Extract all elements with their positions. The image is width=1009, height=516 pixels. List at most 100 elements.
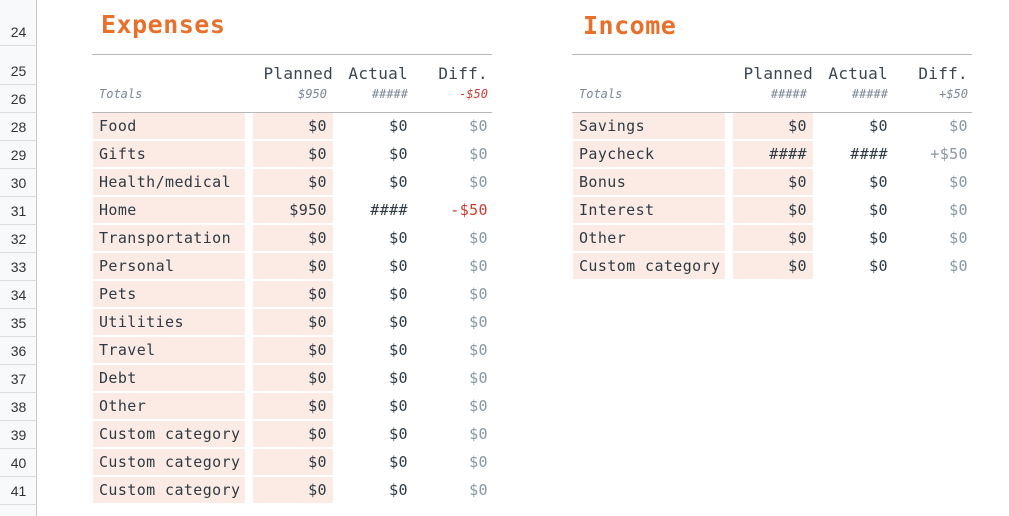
income-actual-cell[interactable]: $0 [869, 257, 888, 275]
row-number: 36 [0, 337, 37, 365]
expenses-category-cell[interactable]: Transportation [93, 225, 245, 251]
expenses-diff-cell[interactable]: $0 [469, 453, 488, 471]
income-actual-cell[interactable]: $0 [869, 229, 888, 247]
row-number-gutter: 24 25 26 28 29 30 31 32 33 34 35 36 37 38 39 40 41 [0, 0, 37, 516]
row-number: 40 [0, 449, 37, 477]
expenses-totals-planned: $950 [298, 87, 327, 101]
expenses-planned-cell[interactable]: $0 [253, 309, 333, 335]
expenses-planned-cell[interactable]: $0 [253, 393, 333, 419]
expenses-category-cell[interactable]: Custom category [93, 477, 245, 503]
expenses-planned-cell[interactable]: $0 [253, 253, 333, 279]
expenses-category-cell[interactable]: Home [93, 197, 245, 223]
expenses-title: Expenses [101, 10, 226, 39]
expenses-actual-cell[interactable]: $0 [389, 229, 408, 247]
expenses-planned-cell[interactable]: $0 [253, 281, 333, 307]
expenses-planned-cell[interactable]: $0 [253, 477, 333, 503]
row-number: 38 [0, 393, 37, 421]
income-category-cell[interactable]: Bonus [573, 169, 725, 195]
income-actual-cell[interactable]: $0 [869, 117, 888, 135]
expenses-diff-cell[interactable]: $0 [469, 145, 488, 163]
expenses-diff-cell[interactable]: $0 [469, 117, 488, 135]
income-category-cell[interactable]: Savings [573, 113, 725, 139]
expenses-category-cell[interactable]: Debt [93, 365, 245, 391]
expenses-diff-cell[interactable]: $0 [469, 397, 488, 415]
income-planned-cell[interactable]: $0 [733, 253, 813, 279]
expenses-diff-cell[interactable]: $0 [469, 173, 488, 191]
row-number: 34 [0, 281, 37, 309]
expenses-diff-cell[interactable]: $0 [469, 425, 488, 443]
income-planned-cell[interactable]: $0 [733, 113, 813, 139]
income-diff-cell[interactable]: $0 [949, 117, 968, 135]
income-header-diff: Diff. [918, 64, 968, 83]
expenses-header-actual: Actual [348, 64, 408, 83]
row-number: 35 [0, 309, 37, 337]
row-number: 25 [0, 57, 37, 85]
row-number: 39 [0, 421, 37, 449]
expenses-category-cell[interactable]: Gifts [93, 141, 245, 167]
expenses-header-planned: Planned [263, 64, 333, 83]
income-actual-cell[interactable]: #### [850, 145, 888, 163]
expenses-totals-diff: -$50 [459, 87, 488, 101]
expenses-diff-cell[interactable]: $0 [469, 313, 488, 331]
expenses-planned-cell[interactable]: $0 [253, 449, 333, 475]
income-actual-cell[interactable]: $0 [869, 173, 888, 191]
expenses-planned-cell[interactable]: $0 [253, 225, 333, 251]
expenses-diff-cell[interactable]: $0 [469, 341, 488, 359]
expenses-planned-cell[interactable]: $0 [253, 113, 333, 139]
income-planned-cell[interactable]: #### [733, 141, 813, 167]
income-diff-cell[interactable]: $0 [949, 257, 968, 275]
expenses-planned-cell[interactable]: $0 [253, 421, 333, 447]
income-category-cell[interactable]: Paycheck [573, 141, 725, 167]
expenses-category-cell[interactable]: Food [93, 113, 245, 139]
expenses-actual-cell[interactable]: $0 [389, 481, 408, 499]
expenses-actual-cell[interactable]: $0 [389, 369, 408, 387]
income-diff-cell[interactable]: +$50 [930, 145, 968, 163]
row-number: 30 [0, 169, 37, 197]
expenses-header-diff: Diff. [438, 64, 488, 83]
expenses-category-cell[interactable]: Health/medical [93, 169, 245, 195]
income-diff-cell[interactable]: $0 [949, 173, 968, 191]
expenses-actual-cell[interactable]: $0 [389, 313, 408, 331]
expenses-actual-cell[interactable]: $0 [389, 173, 408, 191]
income-planned-cell[interactable]: $0 [733, 197, 813, 223]
expenses-diff-cell[interactable]: $0 [469, 481, 488, 499]
expenses-actual-cell[interactable]: $0 [389, 453, 408, 471]
expenses-diff-cell[interactable]: $0 [469, 229, 488, 247]
expenses-category-cell[interactable]: Custom category [93, 421, 245, 447]
income-planned-cell[interactable]: $0 [733, 225, 813, 251]
expenses-actual-cell[interactable]: $0 [389, 285, 408, 303]
income-category-cell[interactable]: Custom category [573, 253, 725, 279]
expenses-actual-cell[interactable]: $0 [389, 117, 408, 135]
expenses-actual-cell[interactable]: $0 [389, 425, 408, 443]
expenses-category-cell[interactable]: Custom category [93, 449, 245, 475]
expenses-category-cell[interactable]: Utilities [93, 309, 245, 335]
expenses-category-cell[interactable]: Other [93, 393, 245, 419]
expenses-actual-cell[interactable]: $0 [389, 145, 408, 163]
row-number: 26 [0, 85, 37, 113]
income-diff-cell[interactable]: $0 [949, 229, 968, 247]
expenses-actual-cell[interactable]: $0 [389, 257, 408, 275]
expenses-diff-cell[interactable]: $0 [469, 285, 488, 303]
expenses-planned-cell[interactable]: $0 [253, 169, 333, 195]
income-actual-cell[interactable]: $0 [869, 201, 888, 219]
income-category-cell[interactable]: Other [573, 225, 725, 251]
expenses-actual-cell[interactable]: $0 [389, 397, 408, 415]
income-header-planned: Planned [743, 64, 813, 83]
expenses-diff-cell[interactable]: $0 [469, 369, 488, 387]
expenses-planned-cell[interactable]: $0 [253, 141, 333, 167]
expenses-category-cell[interactable]: Pets [93, 281, 245, 307]
expenses-category-cell[interactable]: Personal [93, 253, 245, 279]
expenses-diff-cell[interactable]: $0 [469, 257, 488, 275]
expenses-actual-cell[interactable]: #### [370, 201, 408, 219]
expenses-planned-cell[interactable]: $0 [253, 337, 333, 363]
income-category-cell[interactable]: Interest [573, 197, 725, 223]
expenses-planned-cell[interactable]: $950 [253, 197, 333, 223]
income-planned-cell[interactable]: $0 [733, 169, 813, 195]
expenses-diff-cell[interactable]: -$50 [450, 201, 488, 219]
expenses-category-cell[interactable]: Travel [93, 337, 245, 363]
income-diff-cell[interactable]: $0 [949, 201, 968, 219]
income-top-rule [572, 54, 972, 55]
expenses-planned-cell[interactable]: $0 [253, 365, 333, 391]
expenses-actual-cell[interactable]: $0 [389, 341, 408, 359]
income-totals-actual: ##### [851, 87, 888, 101]
